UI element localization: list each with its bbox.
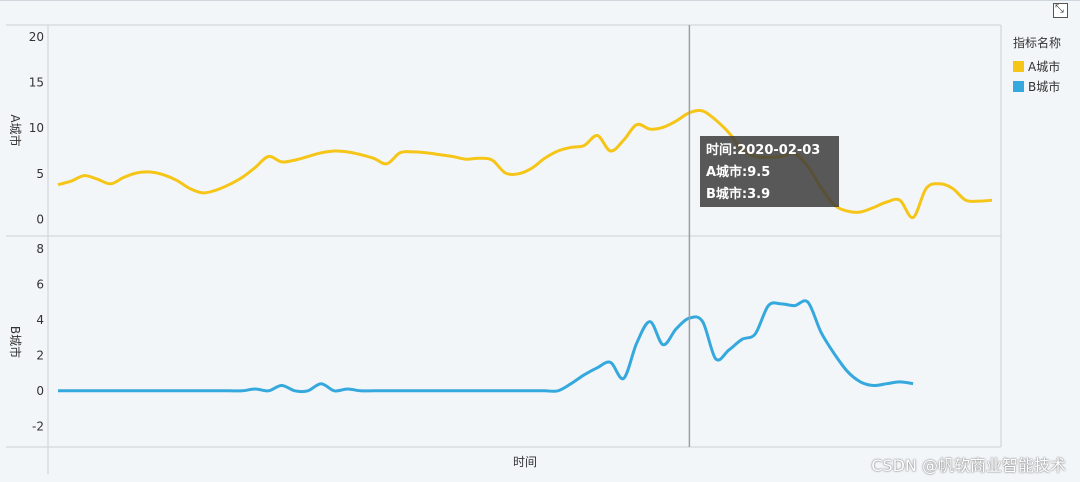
y-tick-label-0-3: 15 bbox=[29, 76, 44, 90]
legend-label-b: B城市 bbox=[1028, 79, 1061, 94]
y-tick-label-1-2: 2 bbox=[36, 348, 44, 362]
legend-label-a: A城市 bbox=[1028, 59, 1061, 74]
tooltip: 时间:2020-02-03 A城市:9.5 B城市:3.9 bbox=[700, 136, 839, 207]
y-tick-label-0-4: 20 bbox=[29, 30, 44, 44]
y-tick-label-0-1: 5 bbox=[36, 167, 44, 181]
tooltip-a-value: A城市:9.5 bbox=[706, 165, 771, 180]
expand-icon[interactable]: ⤡ bbox=[1053, 2, 1068, 18]
y-tick-label-1-0: -2 bbox=[32, 419, 44, 433]
legend-item-b[interactable]: B城市 bbox=[1013, 76, 1061, 96]
y-tick-label-0-0: 0 bbox=[36, 212, 44, 226]
tooltip-b-value: B城市:3.9 bbox=[706, 187, 771, 202]
y-tick-label-1-5: 8 bbox=[36, 242, 44, 256]
y-tick-label-1-4: 6 bbox=[36, 277, 44, 291]
legend-swatch-a bbox=[1013, 60, 1024, 72]
legend-item-a[interactable]: A城市 bbox=[1013, 56, 1061, 76]
top-border bbox=[0, 0, 1080, 1]
panel-a-city: 0 5 10 15 20 A城市 bbox=[8, 30, 993, 226]
y-axis-title-0: A城市 bbox=[8, 114, 23, 146]
legend: 指标名称 A城市 B城市 bbox=[1013, 34, 1061, 96]
x-axis-title: 时间 bbox=[513, 455, 537, 469]
series-line-1[interactable] bbox=[58, 299, 914, 394]
legend-title: 指标名称 bbox=[1013, 36, 1062, 50]
tooltip-time: 时间:2020-02-03 bbox=[706, 143, 821, 158]
series-line-0[interactable] bbox=[57, 108, 993, 220]
watermark: CSDN @帆软商业智能技术 bbox=[871, 456, 1066, 475]
panel-b-city: -2 0 2 4 6 8 B城市 bbox=[8, 242, 914, 433]
y-tick-label-1-1: 0 bbox=[36, 384, 44, 398]
y-tick-label-0-2: 10 bbox=[29, 121, 44, 135]
legend-swatch-b bbox=[1013, 80, 1024, 92]
y-axis-title-1: B城市 bbox=[8, 326, 23, 358]
y-tick-label-1-3: 4 bbox=[36, 313, 44, 327]
